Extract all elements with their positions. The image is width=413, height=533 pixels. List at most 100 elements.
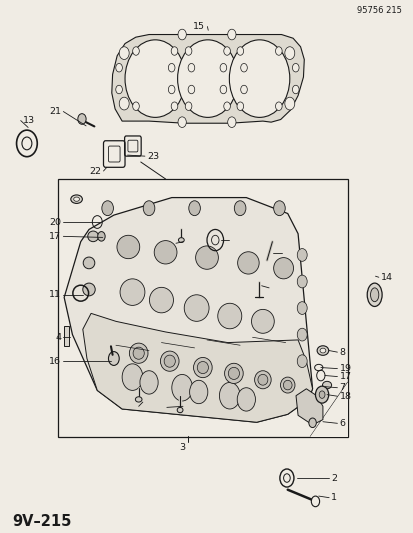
Text: 14: 14 [380, 273, 392, 282]
Circle shape [185, 47, 192, 55]
Ellipse shape [133, 347, 144, 359]
Ellipse shape [228, 367, 239, 379]
Ellipse shape [184, 295, 209, 321]
Circle shape [236, 102, 243, 110]
Ellipse shape [197, 361, 208, 374]
Ellipse shape [71, 195, 82, 204]
Ellipse shape [120, 279, 145, 305]
Circle shape [178, 117, 186, 127]
Circle shape [297, 355, 306, 368]
Ellipse shape [322, 381, 331, 389]
Circle shape [143, 201, 154, 216]
Ellipse shape [316, 346, 328, 356]
Circle shape [116, 85, 122, 94]
Ellipse shape [273, 257, 293, 279]
Text: 17: 17 [161, 239, 173, 248]
Ellipse shape [149, 287, 173, 313]
Circle shape [236, 47, 243, 55]
Polygon shape [83, 313, 312, 422]
Ellipse shape [164, 355, 175, 367]
Circle shape [116, 63, 122, 72]
Circle shape [275, 47, 282, 55]
Text: 17: 17 [49, 232, 61, 241]
Ellipse shape [237, 252, 259, 274]
Text: 13: 13 [23, 116, 35, 125]
Circle shape [140, 371, 158, 394]
Ellipse shape [193, 358, 211, 378]
Text: 17: 17 [339, 372, 351, 381]
Circle shape [220, 85, 226, 94]
Ellipse shape [282, 380, 292, 390]
Circle shape [297, 328, 306, 341]
Circle shape [97, 231, 105, 241]
Text: 23: 23 [147, 152, 159, 160]
Circle shape [102, 201, 113, 216]
Text: 8: 8 [339, 348, 344, 357]
Text: 5: 5 [159, 403, 164, 412]
Ellipse shape [217, 303, 241, 329]
Circle shape [108, 352, 119, 366]
Circle shape [229, 40, 289, 117]
Text: 6: 6 [339, 419, 344, 428]
FancyBboxPatch shape [64, 326, 69, 346]
Text: 4: 4 [55, 333, 61, 342]
Circle shape [297, 248, 306, 261]
Ellipse shape [154, 240, 177, 264]
Text: 17: 17 [140, 402, 152, 411]
Ellipse shape [254, 371, 271, 389]
Circle shape [292, 63, 298, 72]
Ellipse shape [319, 348, 325, 353]
Circle shape [188, 201, 200, 216]
Ellipse shape [160, 351, 178, 372]
Text: 19: 19 [339, 364, 351, 373]
Ellipse shape [195, 246, 218, 269]
Ellipse shape [135, 397, 142, 402]
Ellipse shape [257, 374, 267, 385]
Ellipse shape [83, 257, 95, 269]
Circle shape [188, 63, 194, 72]
Circle shape [273, 201, 285, 216]
Text: 1: 1 [330, 493, 336, 502]
Polygon shape [112, 35, 304, 123]
Circle shape [78, 114, 86, 124]
Circle shape [220, 63, 226, 72]
Ellipse shape [178, 238, 184, 243]
Circle shape [223, 102, 230, 110]
Circle shape [171, 375, 192, 401]
Ellipse shape [83, 283, 95, 296]
Circle shape [308, 418, 316, 427]
Text: 20: 20 [49, 217, 61, 227]
Circle shape [237, 387, 255, 411]
Circle shape [189, 380, 207, 403]
Ellipse shape [129, 343, 148, 364]
Text: 22: 22 [89, 166, 101, 175]
Circle shape [171, 47, 178, 55]
Circle shape [315, 386, 328, 403]
Text: 21: 21 [49, 107, 61, 116]
Ellipse shape [224, 364, 242, 383]
Circle shape [119, 47, 129, 60]
Text: 3: 3 [179, 443, 185, 452]
Circle shape [283, 474, 290, 482]
Polygon shape [310, 382, 347, 437]
Circle shape [177, 40, 237, 117]
Circle shape [279, 469, 293, 487]
Text: 10: 10 [283, 249, 295, 258]
Ellipse shape [280, 377, 294, 393]
Polygon shape [295, 389, 322, 425]
Circle shape [168, 85, 175, 94]
Ellipse shape [251, 309, 273, 333]
Circle shape [292, 85, 298, 94]
Circle shape [284, 97, 294, 110]
Circle shape [188, 85, 194, 94]
Circle shape [185, 102, 192, 110]
Circle shape [132, 102, 139, 110]
Text: 16: 16 [49, 357, 61, 366]
Circle shape [125, 40, 185, 117]
Circle shape [297, 275, 306, 288]
Circle shape [171, 102, 178, 110]
Ellipse shape [366, 283, 381, 306]
Circle shape [240, 63, 247, 72]
Text: 12: 12 [230, 236, 242, 245]
Text: 11: 11 [49, 290, 61, 299]
